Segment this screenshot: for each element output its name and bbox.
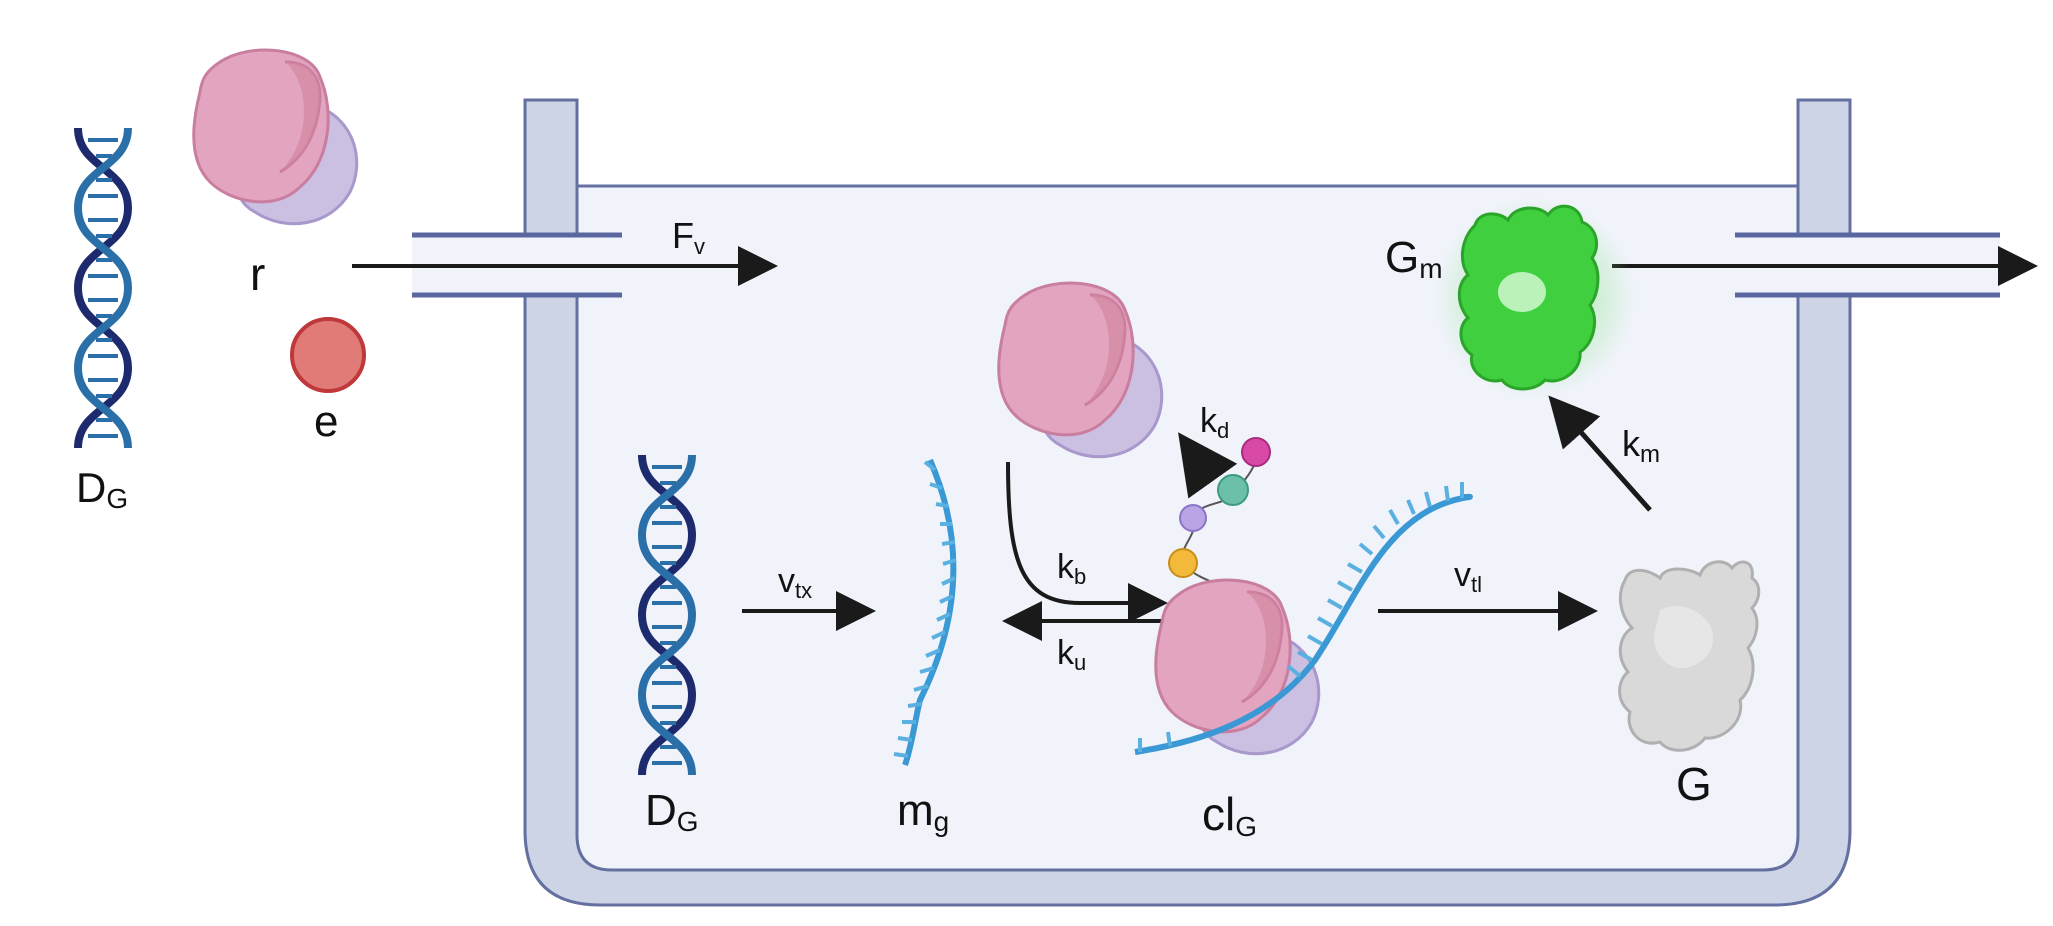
binding-arrow [1006, 461, 1168, 623]
dna-outside-label: DG [76, 464, 128, 514]
flow-in-label: Fv [672, 215, 705, 259]
protein-icon [1618, 560, 1761, 752]
protein-label: G [1676, 758, 1712, 810]
ribosome-outside-label: r [250, 248, 265, 300]
degradation-label: kd [1200, 402, 1229, 443]
maturation-arrow [1548, 395, 1652, 512]
ribosome-icon [192, 48, 359, 226]
dna-helix-icon [78, 128, 128, 448]
fluorescent-protein-icon [1435, 198, 1635, 398]
energy-outside-label: e [314, 397, 338, 446]
translation-label: vtl [1454, 556, 1482, 597]
peptide-chain-icon [1168, 437, 1271, 601]
transcription-label: vtx [778, 562, 812, 603]
reactor-tank-icon [523, 98, 1852, 907]
complex-label: clG [1202, 788, 1257, 842]
binding-label: kb [1057, 548, 1086, 589]
ribosome-mrna-complex [1134, 482, 1473, 756]
degradation-arrow [1178, 432, 1238, 499]
energy-molecule-icon [290, 317, 366, 393]
mrna-label: mg [897, 786, 949, 837]
dna-inside-label: DG [645, 786, 699, 837]
mature-protein-label: Gm [1385, 233, 1443, 284]
maturation-label: km [1622, 423, 1660, 468]
mrna-strand-icon [893, 458, 957, 766]
unbinding-label: ku [1057, 634, 1086, 675]
